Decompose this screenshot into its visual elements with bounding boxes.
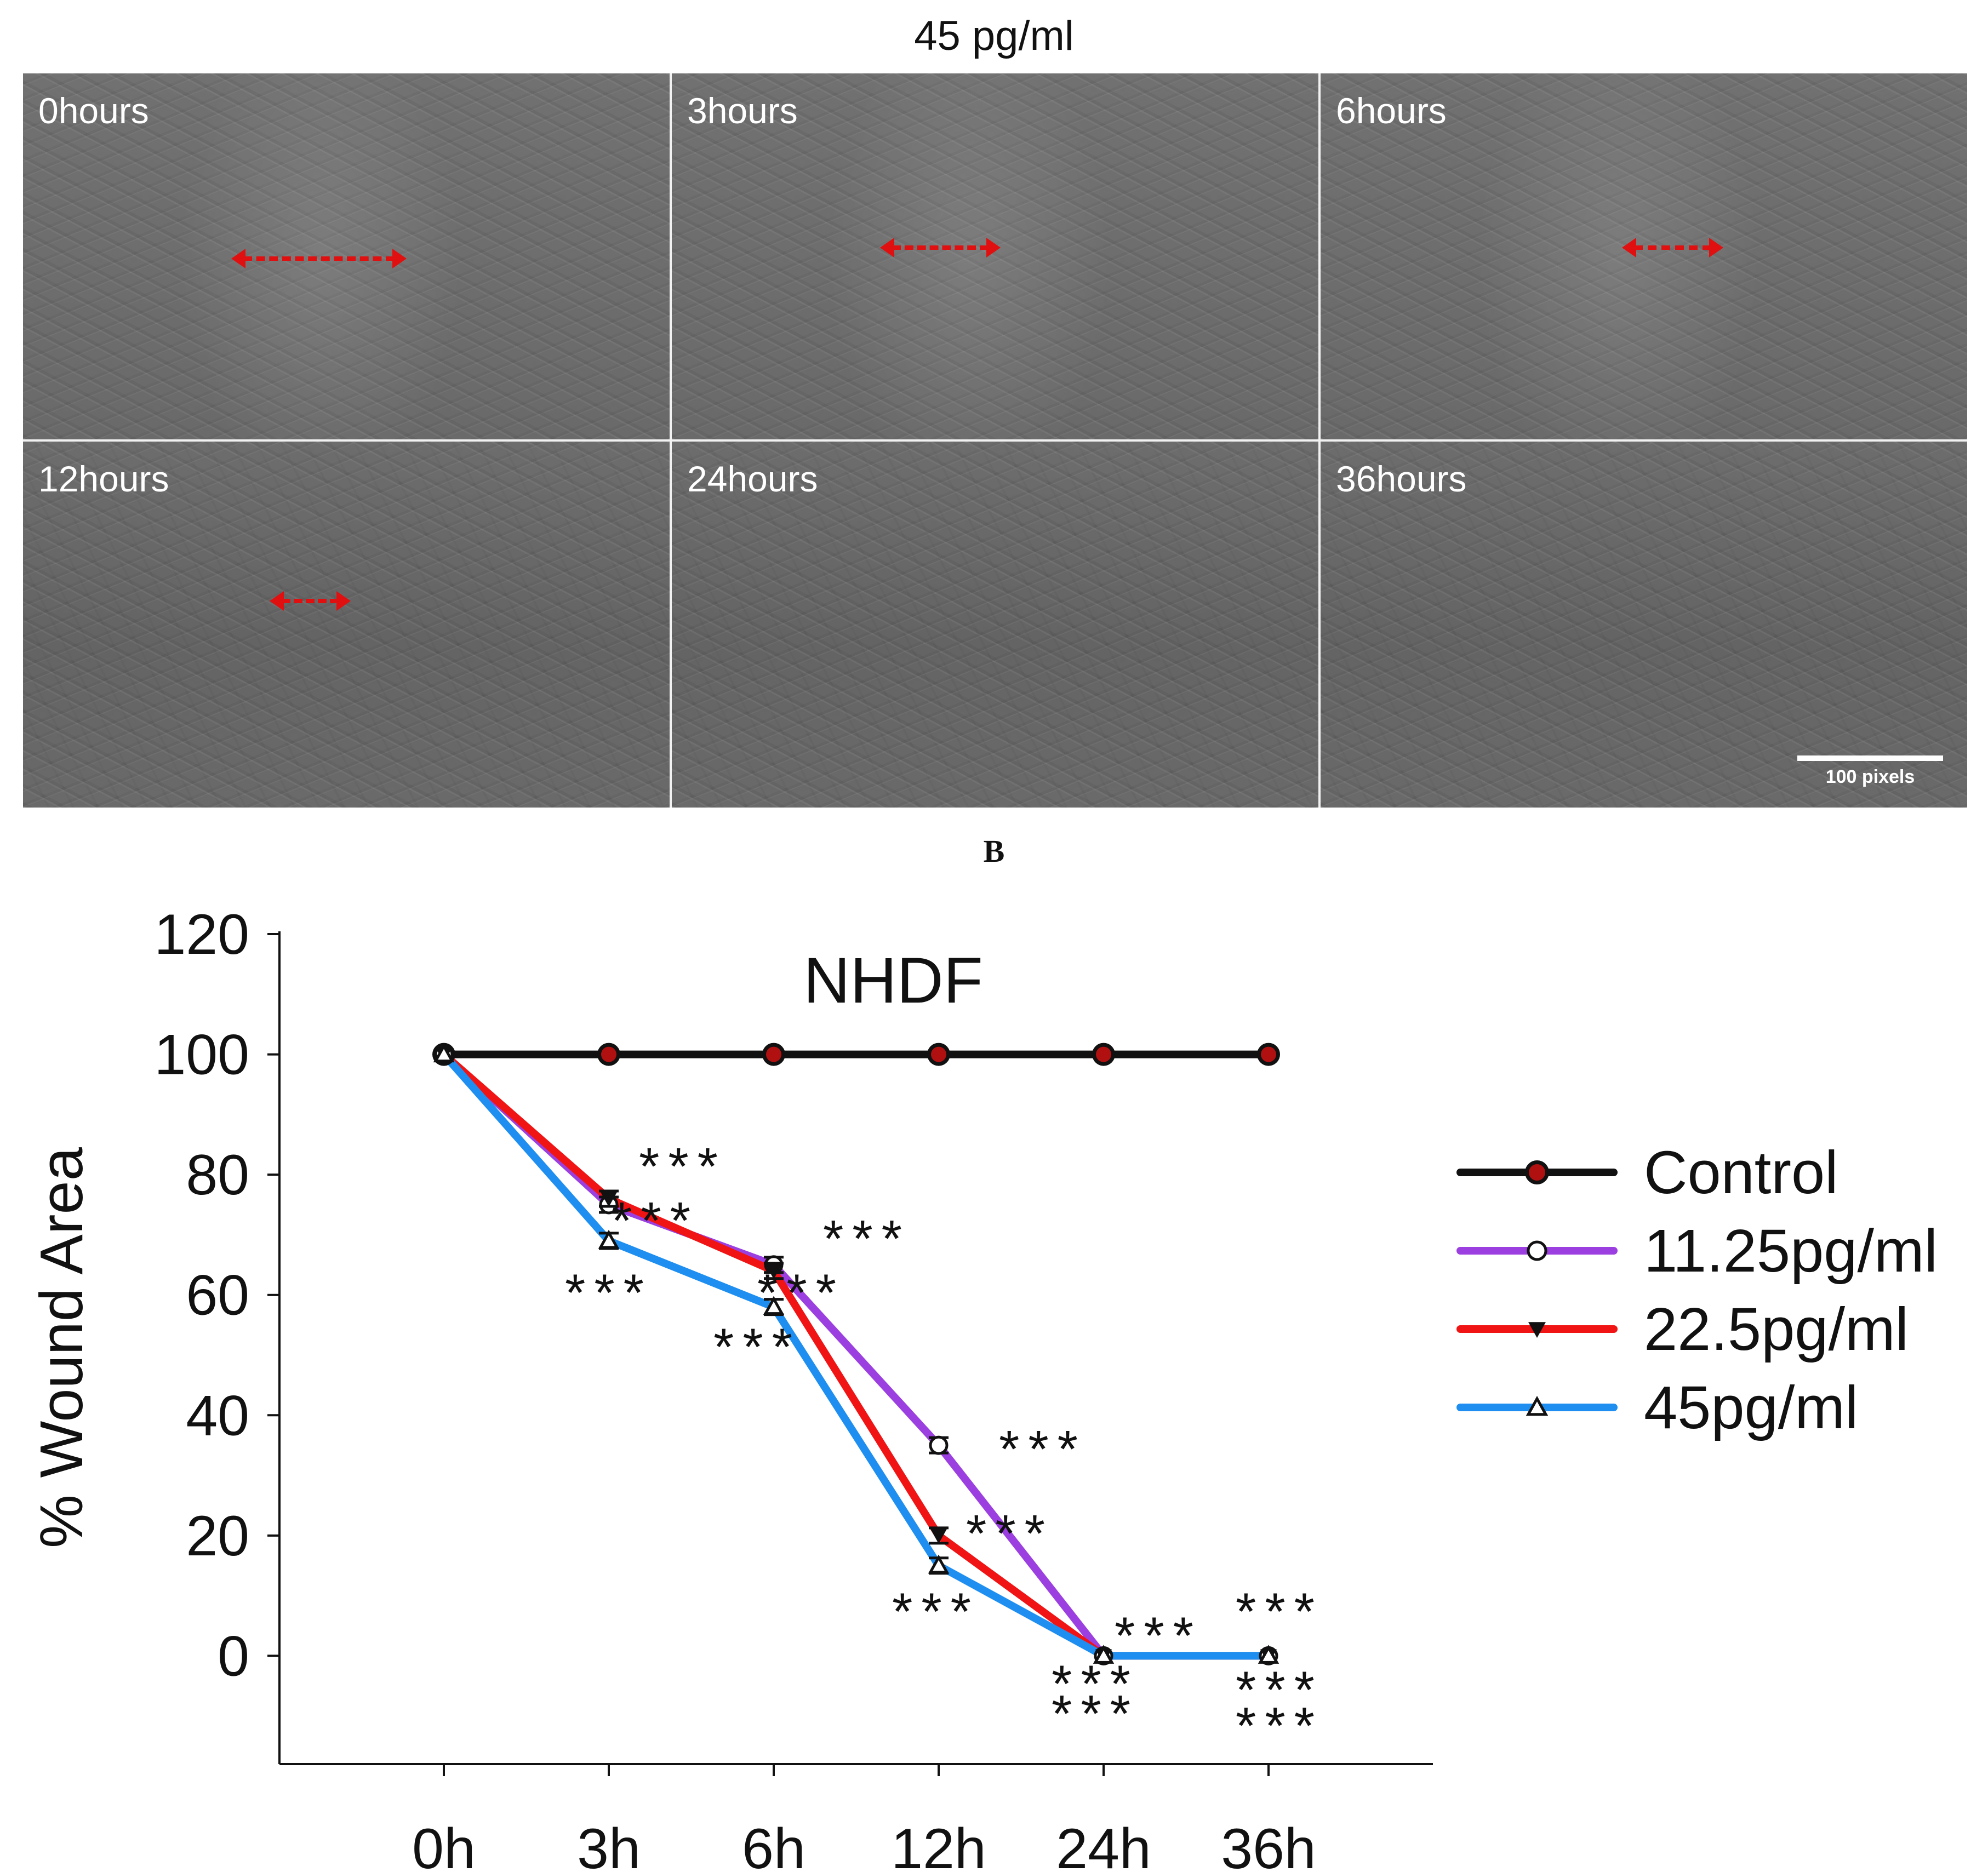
legend-marker [1527, 1240, 1547, 1261]
significance-marker: *** [1236, 1697, 1323, 1755]
data-point [762, 1043, 785, 1066]
series-line-3 [440, 1050, 1272, 1660]
wound-area-chart: NHDF % Wound Area 0 20 40 60 80 100 120 0h 3h 6h 1… [28, 903, 1938, 1872]
significance-marker: *** [999, 1420, 1087, 1479]
figure-top-title: 45 pg/ml [914, 13, 1074, 59]
legend-label: 11.25pg/ml [1644, 1217, 1938, 1285]
legend-item: 22.5pg/ml [1456, 1296, 1909, 1363]
data-point [763, 1296, 785, 1315]
data-point [928, 1554, 950, 1574]
wound-width-arrow [231, 249, 407, 268]
significance-marker: *** [612, 1192, 699, 1250]
data-point [1258, 1645, 1279, 1664]
y-axis-label: % Wound Area [28, 1147, 95, 1548]
wound-width-arrow [1622, 237, 1723, 257]
x-tick-label: 24h [1056, 1817, 1151, 1872]
y-tick-label: 40 [186, 1384, 249, 1447]
significance-marker: *** [639, 1137, 727, 1196]
data-point [601, 1192, 617, 1207]
significance-marker: *** [1236, 1661, 1323, 1719]
significance-marker: *** [823, 1210, 911, 1268]
micrograph-panel-6h: 6hours [1321, 73, 1967, 439]
x-tick-label: 3h [577, 1817, 641, 1872]
micrograph-panel-0h: 0hours [23, 73, 670, 439]
panel-label: 0hours [38, 90, 149, 131]
data-point [766, 1264, 782, 1279]
y-tick-label: 80 [186, 1143, 249, 1207]
series-line-1 [440, 1050, 1272, 1660]
data-point [598, 1229, 620, 1249]
legend-marker [1526, 1395, 1549, 1416]
scale-bar-label: 100 pixels [1825, 766, 1915, 787]
data-point [433, 1043, 455, 1063]
y-tick-label: 20 [186, 1504, 249, 1568]
wound-width-arrow [270, 591, 351, 611]
legend-marker [1528, 1322, 1546, 1338]
panel-label: 3hours [687, 90, 798, 131]
data-point [1092, 1043, 1115, 1066]
data-point [1257, 1043, 1280, 1066]
significance-marker: *** [713, 1318, 801, 1377]
significance-marker: *** [565, 1264, 653, 1323]
scale-bar: 100 pixels [1797, 755, 1943, 788]
significance-marker: *** [757, 1264, 845, 1323]
significance-marker: *** [1052, 1685, 1139, 1743]
significance-marker: *** [892, 1583, 980, 1641]
panel-b-label: B [983, 833, 1005, 869]
legend-label: 22.5pg/ml [1644, 1296, 1909, 1363]
micrograph-panel-24h: 24hours [672, 442, 1318, 808]
x-tick-label: 36h [1221, 1817, 1316, 1872]
wound-width-arrow [880, 237, 1001, 257]
panel-label: 24hours [687, 459, 818, 499]
data-point [597, 1043, 620, 1066]
panel-label: 6hours [1336, 90, 1447, 131]
chart-title: NHDF [803, 944, 983, 1017]
micrograph-panel-36h: 36hours 100 pixels [1321, 442, 1967, 808]
significance-marker: *** [966, 1504, 1054, 1563]
significance-marker: *** [1115, 1606, 1202, 1665]
legend-marker [1525, 1160, 1549, 1184]
panel-label: 12hours [38, 459, 169, 499]
y-tick-label: 60 [186, 1264, 249, 1327]
y-tick-label: 120 [154, 903, 249, 966]
y-tick-label: 100 [154, 1023, 249, 1087]
legend-label: 45pg/ml [1644, 1374, 1858, 1441]
x-tick-label: 12h [891, 1817, 986, 1872]
legend-label: Control [1644, 1139, 1838, 1206]
data-point [930, 1528, 947, 1544]
micrograph-panel-3h: 3hours [672, 73, 1318, 439]
panel-label: 36hours [1336, 459, 1467, 499]
legend-item: 11.25pg/ml [1456, 1217, 1938, 1285]
legend-item: 45pg/ml [1456, 1374, 1858, 1441]
significance-marker: *** [1236, 1583, 1323, 1641]
micrograph-panel-12h: 12hours [23, 442, 670, 808]
significance-marker: *** [1052, 1655, 1139, 1713]
data-point [929, 1435, 949, 1455]
x-tick-label: 6h [742, 1817, 806, 1872]
y-tick-label: 0 [218, 1624, 249, 1688]
legend-item: Control [1456, 1139, 1838, 1206]
x-tick-label: 0h [412, 1817, 476, 1872]
data-point [1093, 1645, 1115, 1664]
micrograph-grid: 0hours 3hours 6hours 12hours 24hours 36h… [23, 73, 1967, 808]
data-point [927, 1043, 950, 1066]
